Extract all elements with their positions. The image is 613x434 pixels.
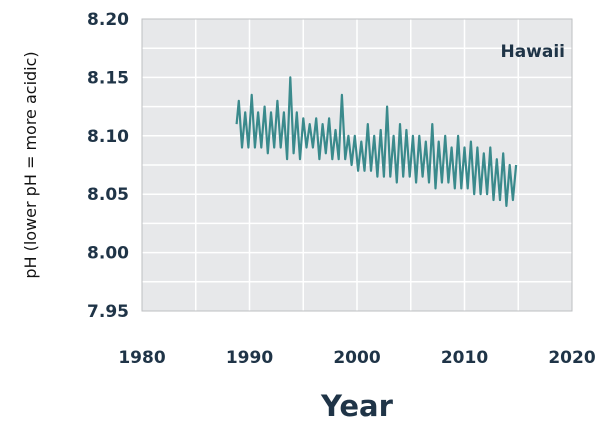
x-tick-label: 1980 (118, 348, 165, 368)
x-tick-labels: 1980 1990 2000 2010 2020 (118, 348, 595, 368)
y-tick-label: 8.20 (87, 10, 129, 30)
x-tick-label: 2010 (441, 348, 488, 368)
y-tick-label: 8.15 (87, 68, 129, 88)
y-tick-labels: 7.95 8.00 8.05 8.10 8.15 8.20 (87, 10, 129, 322)
y-tick-label: 8.05 (87, 185, 129, 205)
x-tick-label: 2000 (333, 348, 380, 368)
plot-frame (141, 18, 573, 312)
y-tick-label: 7.95 (87, 302, 129, 322)
x-tick-label: 2020 (548, 348, 595, 368)
panel-label: Hawaii (500, 42, 565, 62)
x-tick-label: 1990 (226, 348, 273, 368)
y-axis-title: pH (lower pH = more acidic) (21, 51, 40, 278)
y-tick-label: 8.00 (87, 244, 129, 264)
ph-series-line (235, 76, 518, 207)
y-tick-label: 8.10 (87, 127, 129, 147)
x-axis-title: Year (320, 389, 394, 423)
series-layer (235, 76, 518, 207)
